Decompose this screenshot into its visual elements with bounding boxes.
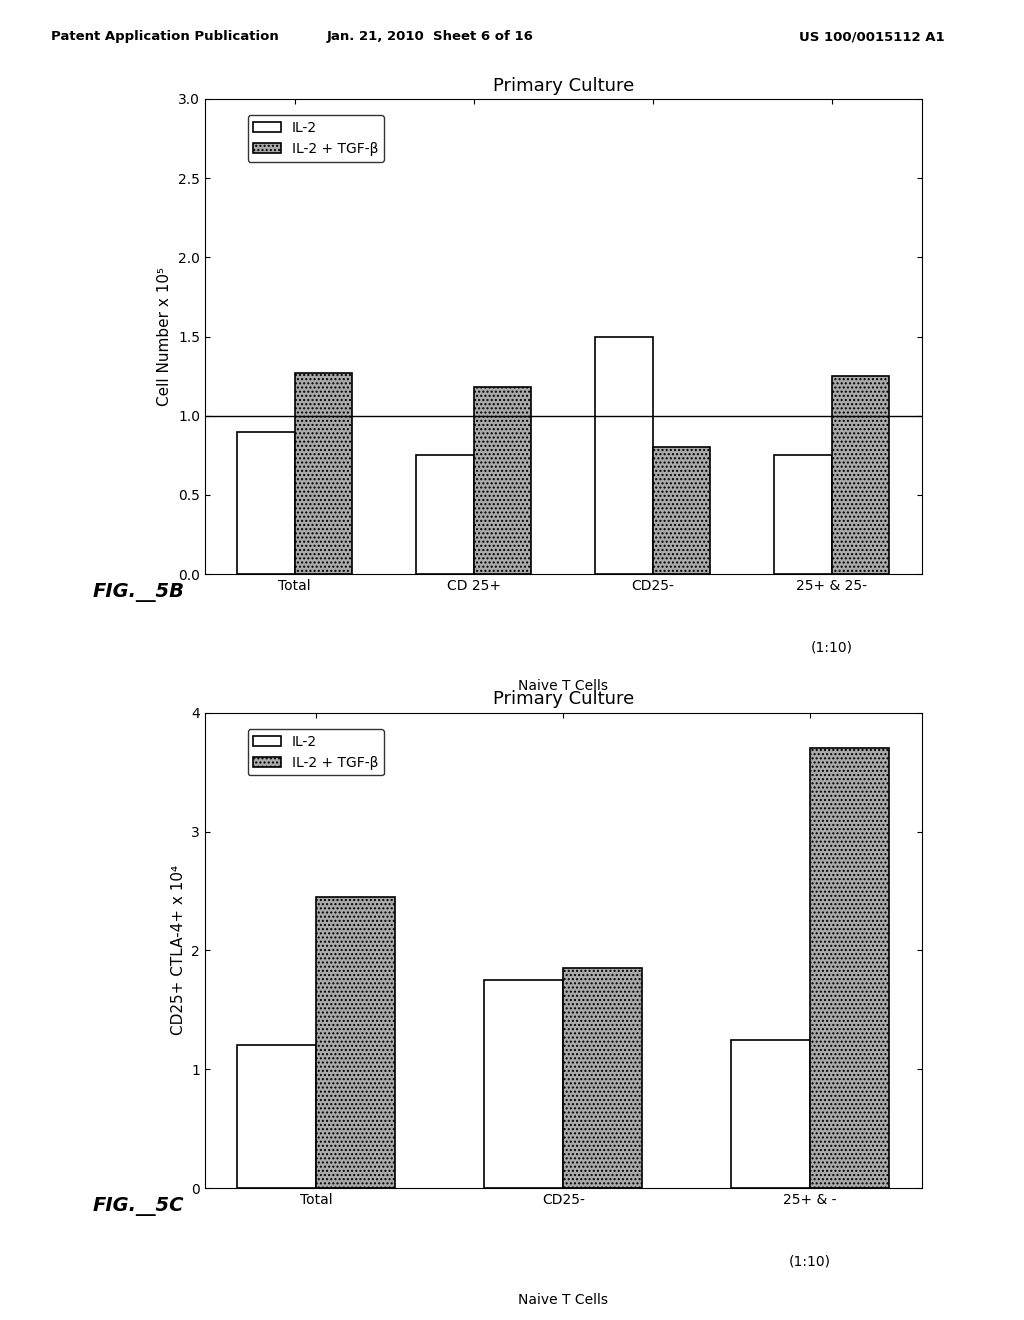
Bar bbox=[238, 432, 295, 574]
Bar bbox=[652, 447, 710, 574]
Y-axis label: Cell Number x 10⁵: Cell Number x 10⁵ bbox=[158, 267, 172, 407]
Text: FIG.__5B: FIG.__5B bbox=[92, 583, 184, 602]
Bar bbox=[563, 969, 642, 1188]
Bar bbox=[238, 1045, 316, 1188]
Bar bbox=[484, 979, 563, 1188]
Text: Naive T Cells: Naive T Cells bbox=[518, 1292, 608, 1307]
Title: Primary Culture: Primary Culture bbox=[493, 690, 634, 709]
Text: Patent Application Publication: Patent Application Publication bbox=[51, 30, 279, 44]
Text: (1:10): (1:10) bbox=[811, 640, 853, 655]
Text: Naive T Cells: Naive T Cells bbox=[518, 678, 608, 693]
Y-axis label: CD25+ CTLA-4+ x 10⁴: CD25+ CTLA-4+ x 10⁴ bbox=[171, 866, 185, 1035]
Bar bbox=[316, 898, 395, 1188]
Title: Primary Culture: Primary Culture bbox=[493, 77, 634, 95]
Bar bbox=[731, 1040, 810, 1188]
Bar bbox=[474, 387, 531, 574]
Text: (1:10): (1:10) bbox=[790, 1254, 831, 1269]
Legend: IL-2, IL-2 + TGF-β: IL-2, IL-2 + TGF-β bbox=[248, 729, 384, 775]
Bar bbox=[595, 337, 652, 574]
Bar bbox=[295, 374, 352, 574]
Bar bbox=[774, 455, 831, 574]
Bar bbox=[831, 376, 889, 574]
Bar bbox=[417, 455, 474, 574]
Text: Jan. 21, 2010  Sheet 6 of 16: Jan. 21, 2010 Sheet 6 of 16 bbox=[327, 30, 534, 44]
Text: US 100/0015112 A1: US 100/0015112 A1 bbox=[799, 30, 944, 44]
Legend: IL-2, IL-2 + TGF-β: IL-2, IL-2 + TGF-β bbox=[248, 115, 384, 161]
Bar bbox=[810, 748, 889, 1188]
Text: FIG.__5C: FIG.__5C bbox=[92, 1197, 183, 1216]
